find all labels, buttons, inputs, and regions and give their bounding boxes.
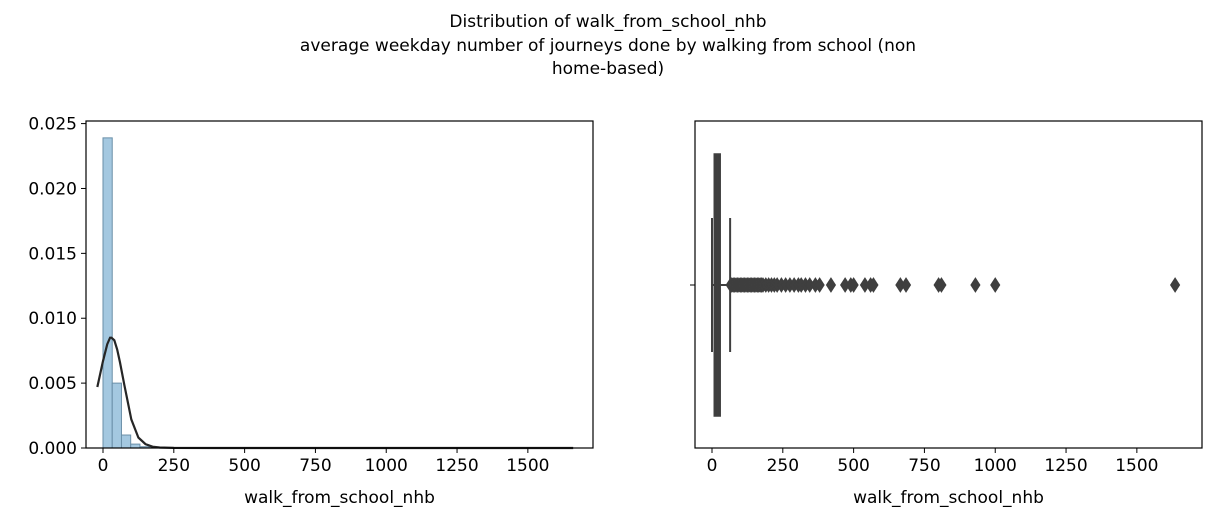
x-tick-label: 250 xyxy=(767,456,799,476)
y-tick-label: 0.005 xyxy=(28,374,77,394)
outlier-point xyxy=(936,277,947,293)
x-tick-label: 1000 xyxy=(365,456,408,476)
outlier-point xyxy=(990,277,1001,293)
x-tick-label: 500 xyxy=(228,456,260,476)
outlier-point xyxy=(848,277,859,293)
boxplot-plot: 0 250 500 750 1000 1250 1500 walk_from_school_n… xyxy=(690,120,1203,508)
outlier-point xyxy=(1169,277,1181,293)
y-tick-label: 0.000 xyxy=(28,439,77,459)
histogram-axes-frame xyxy=(85,120,594,449)
histogram-bar xyxy=(102,137,113,449)
outlier-point xyxy=(868,277,879,293)
chart-title-line-3: home-based) xyxy=(551,59,665,79)
outlier-point xyxy=(814,277,825,293)
outlier-point xyxy=(825,277,837,293)
x-axis-label: walk_from_school_nhb xyxy=(244,488,435,508)
y-tick-label: 0.010 xyxy=(28,309,77,329)
y-tick-label: 0.015 xyxy=(28,244,77,264)
x-axis-label: walk_from_school_nhb xyxy=(853,488,1044,508)
x-tick-label: 0 xyxy=(98,456,109,476)
x-tick-label: 1500 xyxy=(506,456,549,476)
chart-title-line-1: Distribution of walk_from_school_nhb xyxy=(449,12,767,32)
outlier-point xyxy=(970,277,981,293)
x-tick-label: 500 xyxy=(837,456,869,476)
x-tick-label: 1250 xyxy=(1044,456,1087,476)
x-tick-label: 0 xyxy=(707,456,718,476)
x-tick-label: 1500 xyxy=(1115,456,1158,476)
histogram-bar xyxy=(111,382,122,449)
x-tick-label: 750 xyxy=(908,456,940,476)
x-tick-label: 750 xyxy=(299,456,331,476)
kde-line xyxy=(96,336,574,450)
x-tick-label: 1250 xyxy=(435,456,478,476)
histogram-plot: 0 250 500 750 1000 1250 1500 0.000 0.005 0.010 0.0… xyxy=(28,115,594,508)
x-tick-label: 1000 xyxy=(974,456,1017,476)
x-tick-label: 250 xyxy=(158,456,190,476)
chart-title-line-2: average weekday number of journeys done … xyxy=(299,36,917,56)
y-tick-label: 0.025 xyxy=(28,115,77,135)
y-tick-label: 0.020 xyxy=(28,179,77,199)
histogram-bar xyxy=(120,434,132,449)
outlier-point xyxy=(900,277,912,293)
